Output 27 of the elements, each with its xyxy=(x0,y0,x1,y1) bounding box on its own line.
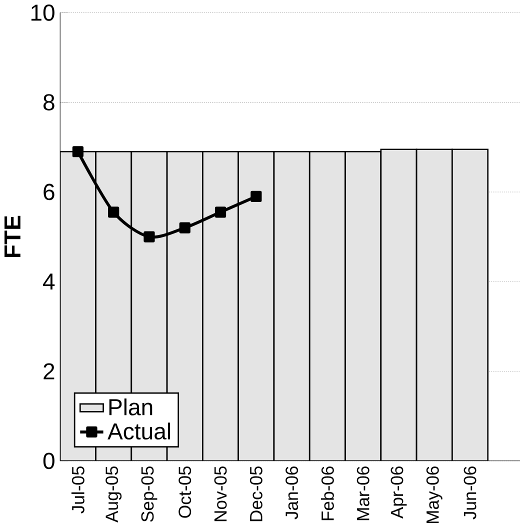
x-tick-label: Dec-05 xyxy=(250,466,262,522)
x-tick-label: Aug-05 xyxy=(106,466,122,522)
x-tick-label: Oct-05 xyxy=(178,466,192,518)
x-tick-label: Apr-06 xyxy=(390,466,407,519)
x-tick-label: Feb-06 xyxy=(320,466,334,520)
y-tick-label: 8 xyxy=(43,94,54,110)
y-tick-label: 2 xyxy=(44,363,54,380)
point xyxy=(108,206,120,218)
legend-label: Actual xyxy=(107,422,170,440)
y-tick-label: 6 xyxy=(44,184,54,200)
legend-label: Plan xyxy=(109,398,152,416)
point xyxy=(250,190,262,202)
x-tick-label: Jun-06 xyxy=(464,466,476,520)
x-tick-label: Mar-06 xyxy=(356,466,370,520)
point xyxy=(144,231,155,242)
y-tick-label: 4 xyxy=(42,274,55,290)
y-tick-label: 0 xyxy=(43,452,54,470)
x-tick-label: Jan-06 xyxy=(285,466,298,520)
point xyxy=(72,146,84,158)
x-tick-label: Nov-05 xyxy=(214,466,227,522)
point xyxy=(179,222,190,234)
y-axis-title: FTE xyxy=(4,216,20,258)
x-tick-label: Jul-05 xyxy=(71,466,84,514)
x-tick-label: May-06 xyxy=(426,466,442,524)
point xyxy=(214,206,226,218)
x-tick-label: Sep-05 xyxy=(141,466,158,522)
y-tick-label: 10 xyxy=(31,4,54,21)
